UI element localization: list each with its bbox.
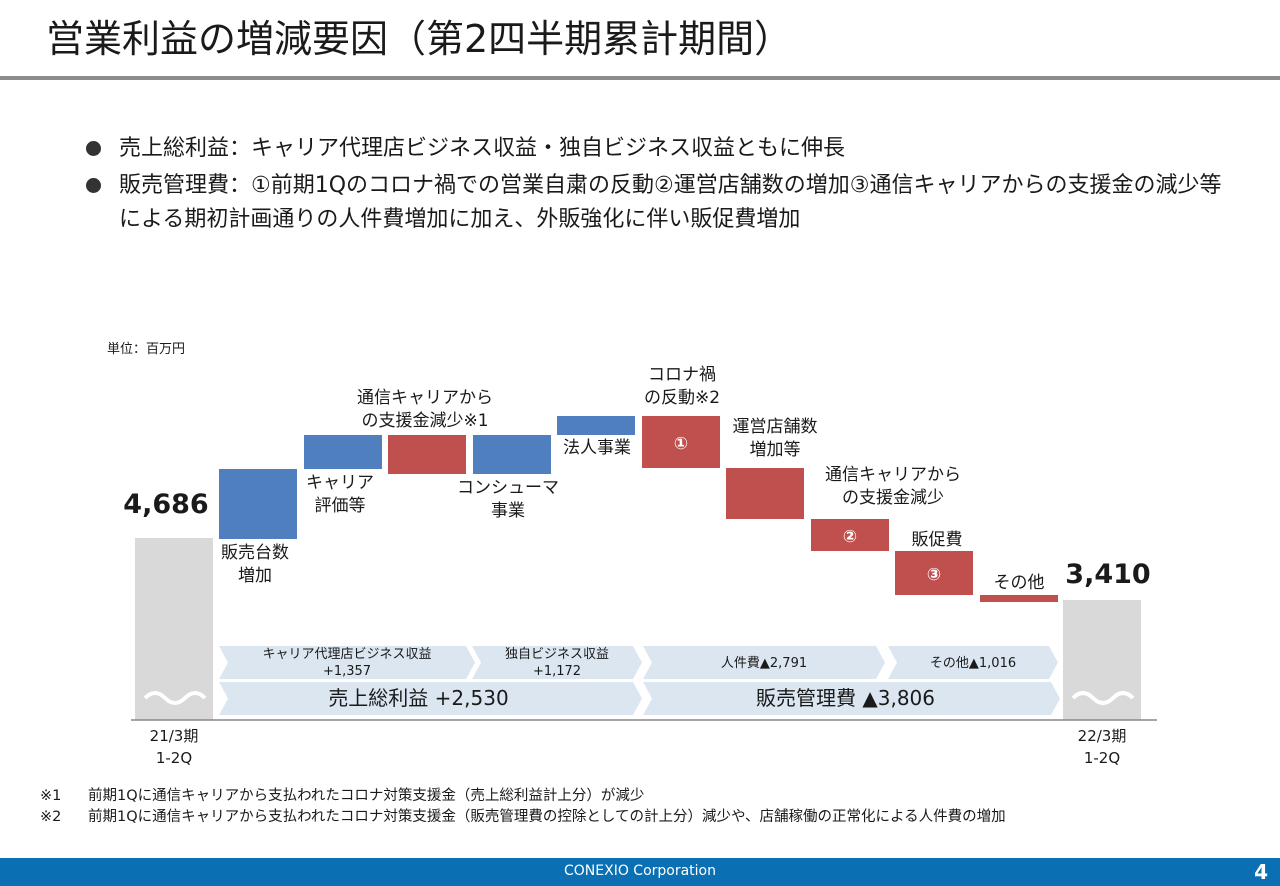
x-tick-label-start: 21/3期	[150, 727, 199, 745]
bullet-sga: 販売管理費：①前期1Qのコロナ禍での営業自粛の反動②運営店舗数の増加③通信キャリ…	[86, 169, 1236, 237]
footnote-mark: ※2	[40, 809, 62, 825]
waterfall-bar	[219, 469, 297, 539]
sub-group-label: 独自ビジネス収益	[505, 647, 609, 662]
title-divider	[0, 76, 1280, 80]
footer-company: CONEXIO Corporation	[563, 863, 716, 879]
sub-group-label: その他▲1,016	[930, 656, 1016, 671]
total-bar-end	[1063, 600, 1141, 720]
step-label: コロナ禍	[648, 365, 716, 385]
unit-label: 単位：百万円	[107, 342, 186, 357]
step-label: コンシューマ	[457, 478, 559, 498]
footnote-text: 前期1Qに通信キャリアから支払われたコロナ対策支援金（販売管理費の控除としての計…	[88, 809, 1006, 825]
sub-group-band	[888, 646, 1058, 679]
step-label: その他	[994, 573, 1045, 593]
waterfall-bar	[726, 468, 804, 519]
bullet-list: 売上総利益：キャリア代理店ビジネス収益・独自ビジネス収益ともに伸長 販売管理費：…	[86, 132, 1236, 240]
sub-group-label: 人件費▲2,791	[721, 656, 807, 671]
waterfall-bar	[473, 435, 551, 474]
sub-group-band	[472, 646, 642, 679]
step-label: の支援金減少	[842, 488, 944, 508]
group-band	[219, 682, 642, 715]
footnote: ※1 前期1Qに通信キャリアから支払われたコロナ対策支援金（売上総利益計上分）が減…	[40, 786, 1006, 807]
step-label: キャリア	[306, 473, 374, 493]
footnote-text: 前期1Qに通信キャリアから支払われたコロナ対策支援金（売上総利益計上分）が減少	[88, 788, 645, 804]
step-label: 通信キャリアから	[357, 388, 493, 408]
footnotes: ※1 前期1Qに通信キャリアから支払われたコロナ対策支援金（売上総利益計上分）が減…	[40, 786, 1006, 828]
footer-bar: CONEXIO Corporation 4	[0, 858, 1280, 886]
step-label: の支援金減少※1	[361, 411, 488, 431]
bullet-dot-icon	[86, 141, 101, 156]
waterfall-bar	[304, 435, 382, 469]
sub-group-label: キャリア代理店ビジネス収益	[262, 647, 431, 662]
step-label: 評価等	[315, 496, 366, 516]
bullet-text: 販売管理費：①前期1Qのコロナ禍での営業自粛の反動②運営店舗数の増加③通信キャリ…	[119, 173, 1222, 232]
waterfall-bar	[895, 551, 973, 595]
waterfall-bar	[557, 416, 635, 435]
total-bar-start	[135, 538, 213, 720]
sub-group-label: +1,172	[533, 664, 581, 679]
sub-group-band	[643, 646, 885, 679]
sub-group-label: +1,357	[323, 664, 371, 679]
group-label: 販売管理費 ▲3,806	[756, 686, 935, 710]
group-band	[643, 682, 1060, 715]
step-label: 運営店舗数	[733, 417, 818, 437]
step-label: 法人事業	[563, 438, 631, 458]
bar-marker-label: ③	[927, 565, 941, 585]
step-label: 事業	[491, 501, 525, 521]
waterfall-bar	[642, 416, 720, 468]
x-tick-label-start: 1-2Q	[156, 749, 192, 767]
group-label: 売上総利益 +2,530	[328, 686, 508, 710]
sub-group-band	[219, 646, 475, 679]
step-label: 増加	[238, 566, 272, 586]
axis-break-icon	[143, 691, 207, 705]
page-title: 営業利益の増減要因（第2四半期累計期間）	[46, 17, 793, 61]
x-tick-label-end: 22/3期	[1078, 727, 1127, 745]
value-label-start: 4,686	[123, 489, 208, 520]
footnote: ※2 前期1Qに通信キャリアから支払われたコロナ対策支援金（販売管理費の控除として…	[40, 807, 1006, 828]
footnote-mark: ※1	[40, 788, 62, 804]
bar-marker-label: ②	[843, 527, 857, 547]
bullet-gross-profit: 売上総利益：キャリア代理店ビジネス収益・独自ビジネス収益ともに伸長	[86, 132, 1236, 166]
axis-break-icon	[1071, 691, 1135, 705]
bullet-dot-icon	[86, 178, 101, 193]
step-label: 販促費	[912, 530, 963, 550]
bullet-text: 売上総利益：キャリア代理店ビジネス収益・独自ビジネス収益ともに伸長	[119, 136, 846, 161]
x-tick-label-end: 1-2Q	[1084, 749, 1120, 767]
bar-marker-label: ①	[674, 434, 688, 454]
value-label-end: 3,410	[1065, 559, 1150, 590]
waterfall-bar	[811, 519, 889, 551]
step-label: 増加等	[750, 440, 801, 460]
waterfall-bar	[980, 595, 1058, 602]
waterfall-bar	[388, 435, 466, 474]
step-label: の反動※2	[644, 388, 720, 408]
step-label: 販売台数	[221, 543, 289, 563]
page-number: 4	[1254, 860, 1268, 884]
step-label: 通信キャリアから	[825, 465, 961, 485]
